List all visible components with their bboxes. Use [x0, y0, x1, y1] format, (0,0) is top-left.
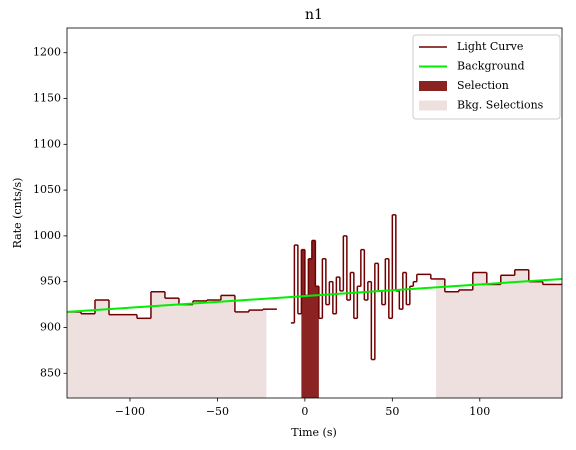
- legend-label: Background: [457, 60, 525, 73]
- plot-frame: [66, 27, 563, 399]
- plot-area: [67, 214, 562, 398]
- legend-label: Light Curve: [457, 40, 523, 53]
- bkg-selection: [436, 269, 562, 398]
- legend-swatch: [419, 81, 447, 91]
- x-tick-label: −100: [115, 405, 145, 418]
- legend-frame: [412, 34, 561, 120]
- legend: Light Curve Background Selection Bkg. Selec…: [412, 34, 561, 120]
- y-axis-label: Rate (cnts/s): [11, 178, 24, 249]
- chart-title: n1: [305, 7, 323, 23]
- legend-label: Selection: [457, 79, 509, 92]
- x-tick-label: 100: [469, 405, 490, 418]
- y-tick-label: 900: [40, 320, 61, 333]
- x-tick-label: −50: [206, 405, 229, 418]
- legend-label: Bkg. Selections: [457, 99, 544, 112]
- bkg-selection: [67, 291, 267, 398]
- y-tick-label: 1200: [33, 46, 61, 59]
- y-tick-label: 950: [40, 275, 61, 288]
- legend-swatch: [419, 100, 447, 111]
- selection: [301, 240, 319, 398]
- x-axis-label: Time (s): [291, 426, 337, 439]
- x-tick-label: 50: [385, 405, 399, 418]
- y-tick-label: 1050: [33, 183, 61, 196]
- y-tick-label: 850: [40, 366, 61, 379]
- y-tick-label: 1000: [33, 229, 61, 242]
- x-tick-label: 0: [301, 405, 308, 418]
- background-line: [67, 277, 562, 313]
- y-tick-label: 1150: [33, 92, 61, 105]
- y-tick-label: 1100: [33, 137, 61, 150]
